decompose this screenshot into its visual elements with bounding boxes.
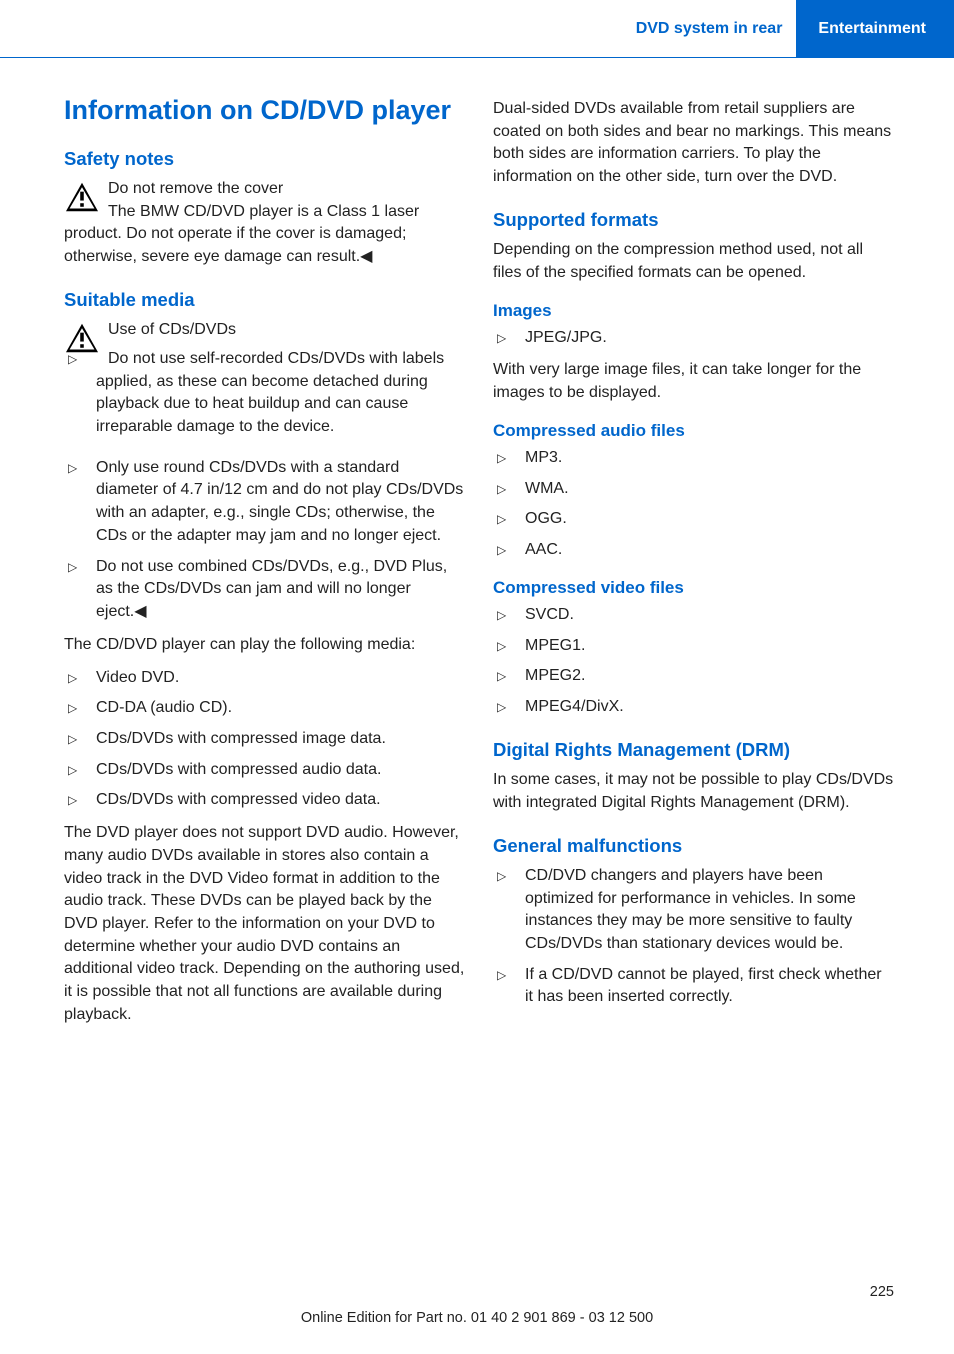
list-item: WMA. — [493, 478, 894, 501]
list-item: Only use round CDs/DVDs with a standard … — [64, 457, 465, 548]
safety-warning: Do not remove the cover The BMW CD/DVD p… — [64, 178, 465, 269]
list-item: CD/DVD changers and players have been op… — [493, 865, 894, 956]
list-item: If a CD/DVD cannot be played, first chec… — [493, 964, 894, 1009]
list-item: MPEG4/DivX. — [493, 696, 894, 719]
content-columns: Information on CD/DVD player Safety note… — [0, 58, 954, 1057]
list-item: Video DVD. — [64, 667, 465, 690]
audio-heading: Compressed audio files — [493, 419, 894, 443]
list-item: CDs/DVDs with compressed video data. — [64, 789, 465, 812]
left-column: Information on CD/DVD player Safety note… — [64, 94, 465, 1037]
formats-intro: Depending on the compression method used… — [493, 239, 894, 284]
list-item: Do not use self-recorded CDs/DVDs with l… — [64, 348, 465, 439]
media-caution-list: Only use round CDs/DVDs with a standard … — [64, 457, 465, 624]
list-item: SVCD. — [493, 604, 894, 627]
malfunctions-heading: General malfunctions — [493, 833, 894, 859]
list-item: MPEG1. — [493, 635, 894, 658]
dvd-audio-note: The DVD player does not support DVD audi… — [64, 822, 465, 1026]
video-heading: Compressed video files — [493, 576, 894, 600]
images-list: JPEG/JPG. — [493, 327, 894, 350]
safety-heading: Safety notes — [64, 146, 465, 172]
supported-formats-heading: Supported formats — [493, 207, 894, 233]
video-list: SVCD. MPEG1. MPEG2. MPEG4/DivX. — [493, 604, 894, 719]
right-column: Dual-sided DVDs available from retail su… — [493, 94, 894, 1037]
warning-icon — [64, 181, 100, 213]
audio-list: MP3. WMA. OGG. AAC. — [493, 447, 894, 562]
page-number: 225 — [870, 1284, 894, 1300]
playable-media-intro: The CD/DVD player can play the following… — [64, 634, 465, 657]
breadcrumb-section: DVD system in rear — [622, 0, 797, 58]
header-bar: DVD system in rear Entertainment — [0, 0, 954, 58]
list-item: JPEG/JPG. — [493, 327, 894, 350]
list-item: AAC. — [493, 539, 894, 562]
drm-heading: Digital Rights Management (DRM) — [493, 737, 894, 763]
list-item: CDs/DVDs with compressed image data. — [64, 728, 465, 751]
list-item: MPEG2. — [493, 665, 894, 688]
footer-line: Online Edition for Part no. 01 40 2 901 … — [0, 1310, 954, 1326]
list-item: CDs/DVDs with compressed audio data. — [64, 759, 465, 782]
drm-body: In some cases, it may not be possible to… — [493, 769, 894, 814]
suitable-media-heading: Suitable media — [64, 287, 465, 313]
list-item: MP3. — [493, 447, 894, 470]
warning-title: Do not remove the cover — [108, 180, 283, 197]
warning-body: The BMW CD/DVD player is a Class 1 laser… — [64, 203, 419, 265]
media-warning-title: Use of CDs/DVDs — [108, 321, 236, 338]
media-warning-nested-list: Do not use self-recorded CDs/DVDs with l… — [64, 348, 465, 439]
list-item: Do not use combined CDs/DVDs, e.g., DVD … — [64, 556, 465, 624]
images-note: With very large image files, it can take… — [493, 359, 894, 404]
list-item: CD-DA (audio CD). — [64, 697, 465, 720]
malfunctions-list: CD/DVD changers and players have been op… — [493, 865, 894, 1009]
images-heading: Images — [493, 299, 894, 323]
breadcrumb-chapter: Entertainment — [796, 0, 954, 58]
list-item: OGG. — [493, 508, 894, 531]
breadcrumb: DVD system in rear Entertainment — [622, 0, 954, 58]
dual-sided-note: Dual-sided DVDs available from retail su… — [493, 98, 894, 189]
page: DVD system in rear Entertainment Informa… — [0, 0, 954, 1354]
media-warning: Use of CDs/DVDs Do not use self-recorded… — [64, 319, 465, 447]
page-title: Information on CD/DVD player — [64, 94, 465, 128]
playable-media-list: Video DVD. CD-DA (audio CD). CDs/DVDs wi… — [64, 667, 465, 813]
